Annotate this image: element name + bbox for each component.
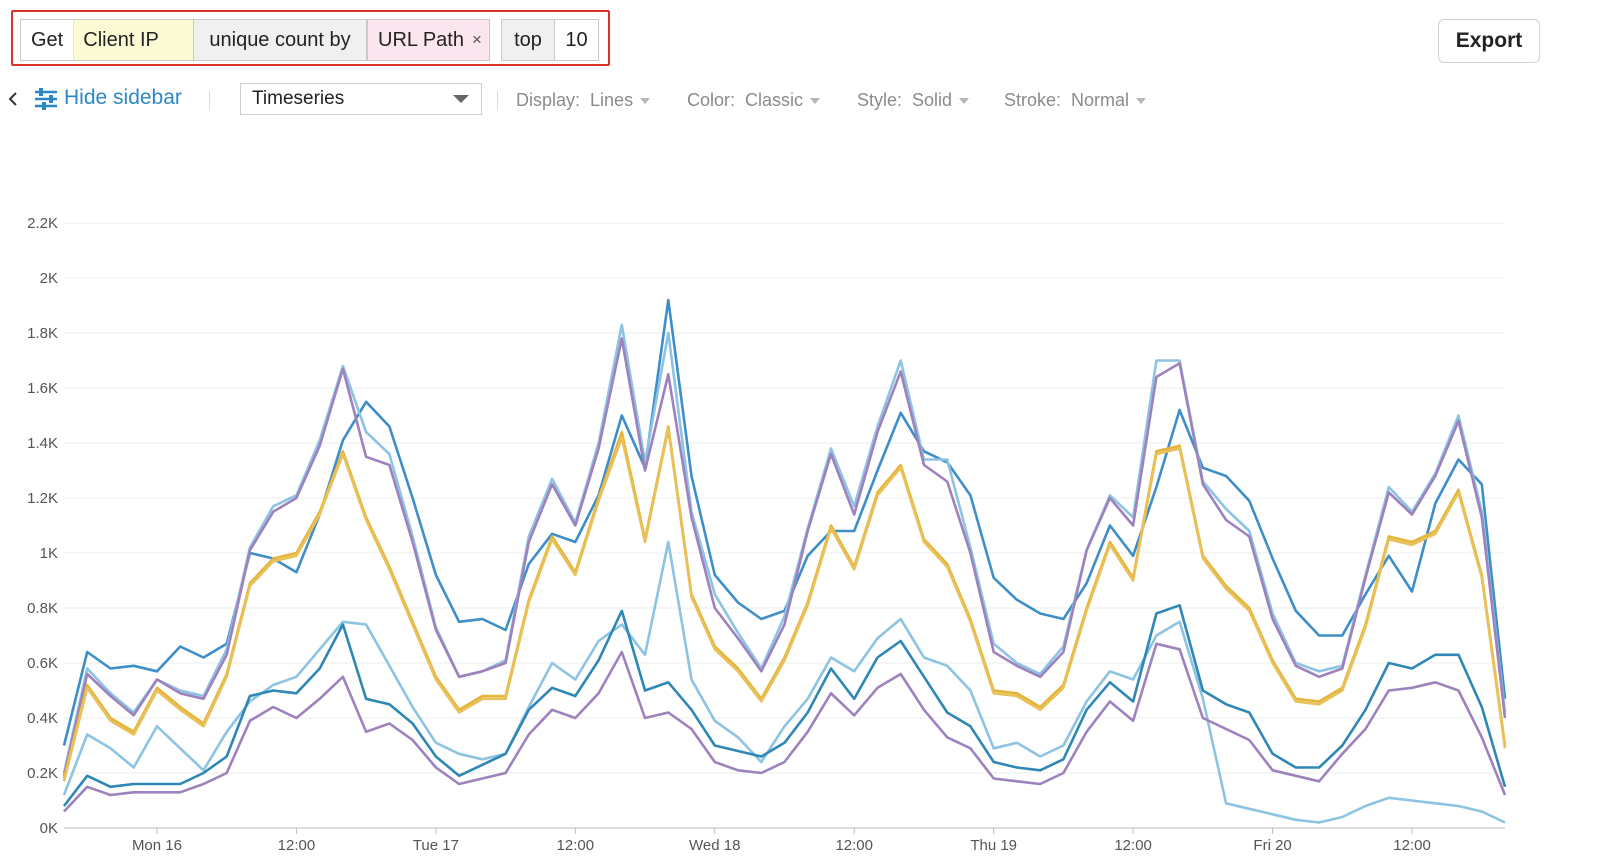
caret-down-icon (959, 97, 970, 104)
y-tick-label: 0.8K (27, 600, 58, 617)
y-tick-label: 1.6K (27, 380, 58, 397)
y-tick-label: 1.2K (27, 490, 58, 507)
series-line-s7[interactable] (62, 604, 1507, 807)
stroke-label: Stroke: (1004, 90, 1062, 110)
x-tick-label: 12:00 (1114, 837, 1152, 854)
y-tick-label: 0K (40, 820, 58, 837)
caret-down-icon (810, 97, 821, 104)
y-tick-label: 0.2K (27, 765, 58, 782)
y-tick-label: 0.6K (27, 655, 58, 672)
x-tick-label: Tue 17 (413, 837, 459, 854)
x-tick-label: 12:00 (557, 837, 595, 854)
style-option[interactable]: Style: Solid (857, 90, 970, 111)
display-option[interactable]: Display: Lines (516, 90, 651, 111)
display-value: Lines (590, 90, 634, 110)
x-tick-label: Thu 19 (970, 837, 1017, 854)
series-line-s3[interactable] (62, 337, 1507, 777)
stroke-value: Normal (1071, 90, 1130, 110)
y-tick-label: 1.8K (27, 325, 58, 342)
url-path-label: URL Path (378, 28, 464, 51)
stroke-option[interactable]: Stroke: Normal (1004, 90, 1147, 111)
export-button[interactable]: Export (1438, 19, 1540, 63)
caret-down-icon (1136, 97, 1147, 104)
sliders-icon[interactable] (33, 87, 59, 111)
y-tick-label: 1.4K (27, 435, 58, 452)
x-tick-label: 12:00 (278, 837, 316, 854)
hide-sidebar-button[interactable]: Hide sidebar (64, 86, 182, 109)
group-by-token[interactable]: URL Path × (367, 19, 490, 61)
series-line-s5[interactable] (62, 428, 1507, 782)
x-tick-label: Mon 16 (132, 837, 182, 854)
y-tick-label: 0.4K (27, 710, 58, 727)
x-tick-label: Fri 20 (1253, 837, 1291, 854)
x-tick-label: Wed 18 (689, 837, 740, 854)
top-count-input[interactable]: 10 (554, 19, 599, 61)
caret-down-icon (453, 95, 469, 103)
style-label: Style: (857, 90, 903, 110)
top-label[interactable]: top (501, 19, 555, 61)
display-label: Display: (516, 90, 581, 110)
color-value: Classic (745, 90, 804, 110)
color-label: Color: (687, 90, 736, 110)
y-tick-label: 2K (40, 270, 58, 287)
y-tick-label: 1K (40, 545, 58, 562)
client-ip-field[interactable]: Client IP (73, 20, 193, 60)
chart-type-value: Timeseries (252, 88, 345, 109)
aggregation-selector[interactable]: unique count by (193, 19, 367, 61)
query-get-clause[interactable]: Get Client IP (20, 19, 194, 61)
x-tick-label: 12:00 (1393, 837, 1431, 854)
x-tick-label: 12:00 (835, 837, 873, 854)
series-line-s6[interactable] (62, 540, 1506, 824)
color-option[interactable]: Color: Classic (687, 90, 821, 111)
query-builder-highlight (11, 10, 610, 66)
chart-type-select[interactable]: Timeseries (240, 83, 482, 115)
toolbar-divider (497, 91, 498, 111)
y-tick-label: 2.2K (27, 215, 58, 232)
chevron-left-icon[interactable] (5, 88, 21, 110)
series-line-s1[interactable] (62, 298, 1507, 746)
series-line-s2[interactable] (62, 323, 1507, 774)
style-value: Solid (912, 90, 953, 110)
caret-down-icon (640, 97, 651, 104)
series-line-s8[interactable] (63, 642, 1507, 813)
remove-group-by-icon[interactable]: × (471, 30, 482, 49)
toolbar-divider (209, 91, 210, 111)
get-label: Get (31, 28, 64, 51)
